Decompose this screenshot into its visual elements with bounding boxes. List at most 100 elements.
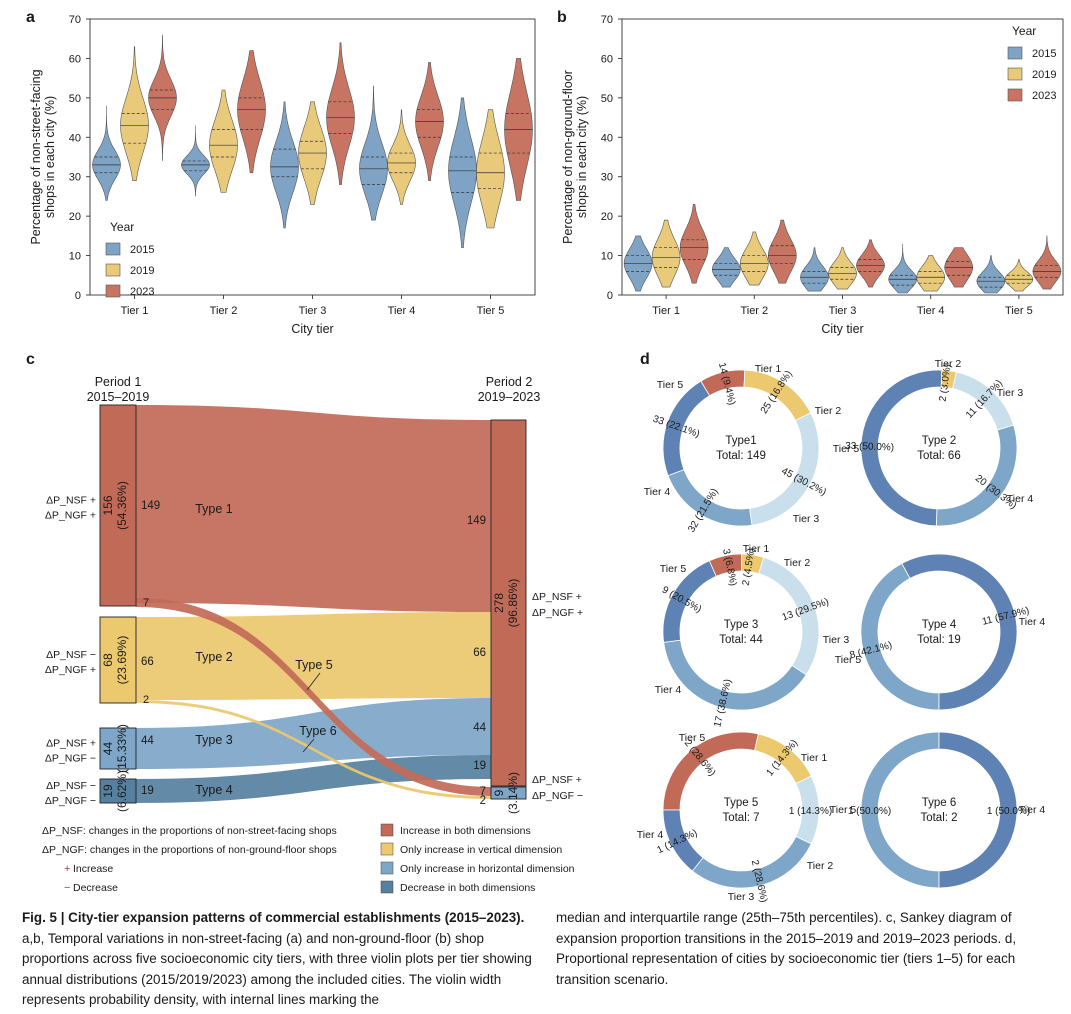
donut-slice-tier-5 <box>662 560 717 643</box>
donut-title: Type 5 <box>724 797 759 809</box>
donut-tier-label: Tier 3 <box>823 634 850 646</box>
panel-label-a: a <box>26 9 35 26</box>
sankey-right-sign-nsf: ΔP_NSF + <box>532 591 582 603</box>
donut-slice-tier-5 <box>901 553 1018 711</box>
sankey-out-label: 66 <box>141 656 154 668</box>
sankey-left-node-value: 19 <box>101 784 115 798</box>
period1-years: 2015–2019 <box>87 390 150 404</box>
violin-2019-tier-3 <box>828 247 857 290</box>
sankey-left-sign-ngf: ΔP_NGF + <box>45 510 96 522</box>
violin-2023-tier-5 <box>1032 235 1062 290</box>
violin-panel-a: 0 10 20 30 40 50 60 70 Tier 1 Tier 2 Tier 3 Tier 4 T… <box>29 14 536 336</box>
donut-tier-label: Tier 4 <box>1019 616 1046 628</box>
legend-item-text: Only increase in vertical dimension <box>400 844 562 856</box>
sankey-flow-label-3: Type 3 <box>195 733 233 747</box>
legend-title: Year <box>110 220 134 234</box>
period2-years: 2019–2023 <box>478 390 541 404</box>
x-tick-label: Tier 5 <box>1005 305 1033 317</box>
violin-2015-tier-1 <box>92 105 121 201</box>
sankey-out-label: 44 <box>141 735 154 747</box>
violin-2019-tier-5 <box>476 109 505 229</box>
donut-tier-label: Tier 3 <box>793 513 820 525</box>
caption-column-1: Fig. 5 | City-tier expansion patterns of… <box>22 908 542 1011</box>
y-tick-label: 40 <box>69 132 81 144</box>
donut-tier-label: Tier 4 <box>644 486 671 498</box>
sankey-out-label: 149 <box>141 500 160 512</box>
y-tick-label: 40 <box>601 132 613 144</box>
caption-column-2: median and interquartile range (25th–75t… <box>556 910 1017 987</box>
donut-2: 2 (3.0%)Tier 211 (16.7%)Tier 320 (30.3%)… <box>833 358 1034 527</box>
y-axis-label: shops in each city (%) <box>575 96 589 218</box>
donut-panel: 14 (9.4%) Tier 125 (16.8%) Tier 245 (30.2%… <box>637 358 1046 904</box>
sankey-left-sign-ngf: ΔP_NGF − <box>45 795 96 807</box>
donut-tier-label: Tier 4 <box>1019 804 1046 816</box>
donut-tier-label: Tier 4 <box>1007 493 1034 505</box>
donut-slice-tier-4 <box>663 639 807 711</box>
legend-swatch-2015 <box>1007 46 1023 60</box>
sankey-left-node-pct: (15.33%) <box>115 724 129 773</box>
donut-total: Total: 44 <box>719 634 763 646</box>
violin-2023-tier-3 <box>856 239 885 288</box>
donut-tier-label: Tier 5 <box>660 563 687 575</box>
sankey-right-node-value: 9 <box>492 789 506 796</box>
sankey-left-sign-nsf: ΔP_NSF − <box>46 649 96 661</box>
violin-2015-tier-5 <box>448 97 477 248</box>
donut-tier-label: Tier 5 <box>835 654 862 666</box>
violin-2015-tier-3 <box>800 247 829 292</box>
sankey-flow-type-3 <box>136 698 491 769</box>
panel-label-c: c <box>26 351 35 368</box>
legend-label-2023: 2023 <box>1032 90 1056 102</box>
panel-label-b: b <box>557 9 567 26</box>
legend-label-2019: 2019 <box>130 265 154 277</box>
x-tick-label: Tier 1 <box>652 305 680 317</box>
caption-text-1: a,b, Temporal variations in non-street-f… <box>22 930 532 1008</box>
donut-3: 3 (6.8%) Tier 12 (4.5%) Tier 213 (29.5%)Ti… <box>655 543 850 728</box>
donut-tier-label: Tier 5 <box>830 804 857 816</box>
period1-title: Period 1 <box>95 375 142 389</box>
sankey-in-label: 44 <box>473 722 486 734</box>
sankey-left-node-2 <box>99 616 137 704</box>
violin-2019-tier-1 <box>651 219 681 288</box>
legend-title: Year <box>1012 24 1036 38</box>
sankey-flow-label-6: Type 6 <box>299 724 337 738</box>
donut-1: 14 (9.4%) Tier 125 (16.8%) Tier 245 (30.2%… <box>644 362 842 535</box>
sankey-left-node-value: 44 <box>101 742 115 756</box>
sankey-in-label: 66 <box>473 647 486 659</box>
violin-2019-tier-4 <box>387 109 416 205</box>
sankey-right-node-2 <box>490 786 527 800</box>
donut-title: Type 4 <box>922 619 957 631</box>
violin-2019-tier-4 <box>916 255 945 292</box>
donut-tier-label: Tier 5 <box>657 379 684 391</box>
y-axis-label: Percentage of non-ground-floor <box>561 70 575 244</box>
sankey-right-sign-nsf: ΔP_NSF + <box>532 774 582 786</box>
donut-slice-tier-5 <box>860 369 943 527</box>
sankey-left-node-value: 68 <box>101 653 115 667</box>
donut-slice-label: 1 (50.0%) <box>848 806 891 817</box>
violin-2023-tier-2 <box>237 50 266 174</box>
sankey-left-node-pct: (23.69%) <box>115 636 129 685</box>
legend-sign-symbol: − <box>64 882 70 894</box>
legend-item-text: Increase in both dimensions <box>400 825 531 837</box>
x-tick-label: Tier 3 <box>299 305 327 317</box>
donut-title: Type 6 <box>922 797 957 809</box>
donut-total: Total: 19 <box>917 634 960 646</box>
caption-figure-title: Fig. 5 | City-tier expansion patterns of… <box>22 910 525 925</box>
x-tick-label: Tier 2 <box>740 305 768 317</box>
donut-tier-label: Tier 1 <box>743 543 770 555</box>
x-tick-label: Tier 2 <box>210 305 238 317</box>
y-tick-label: 10 <box>69 251 81 263</box>
sankey-flow-label-4: Type 4 <box>195 783 233 797</box>
donut-tier-label: Tier 2 <box>784 557 811 569</box>
legend-item-text: Only increase in horizontal dimension <box>400 863 575 875</box>
y-tick-label: 60 <box>601 53 613 65</box>
legend-sign-text: Increase <box>73 863 113 875</box>
donut-tier-label: Tier 4 <box>655 684 682 696</box>
sankey-right-node-pct: (3.14%) <box>506 772 520 814</box>
donut-tier-label: Tier 3 <box>728 891 755 903</box>
sankey-left-sign-nsf: ΔP_NSF + <box>46 495 96 507</box>
violin-2023-tier-1 <box>679 204 709 284</box>
x-tick-label: Tier 4 <box>388 305 416 317</box>
